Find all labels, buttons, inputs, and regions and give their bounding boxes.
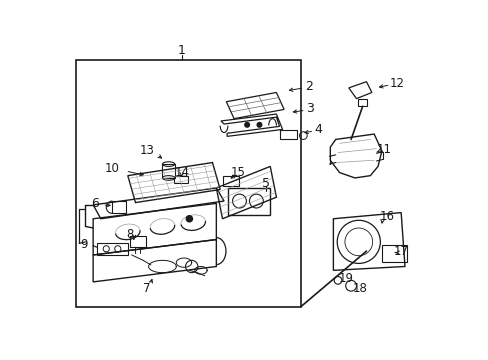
Bar (174, 176, 187, 183)
Text: 16: 16 (379, 210, 394, 223)
Text: 1: 1 (178, 44, 185, 57)
Text: 19: 19 (338, 271, 352, 284)
Text: 4: 4 (314, 123, 322, 136)
Text: 3: 3 (305, 102, 314, 115)
Text: 10: 10 (105, 162, 120, 175)
Text: 9: 9 (80, 238, 87, 251)
Bar (76, 60, 301, 306)
Text: 17: 17 (393, 244, 408, 258)
Text: 11: 11 (376, 143, 391, 156)
Bar (280, 130, 297, 139)
Circle shape (257, 122, 261, 127)
Text: 2: 2 (304, 80, 312, 93)
Text: 5: 5 (262, 177, 270, 190)
Bar (357, 99, 366, 106)
Bar (381, 245, 406, 262)
Text: 18: 18 (352, 282, 367, 294)
Text: 15: 15 (230, 166, 245, 179)
Bar (97, 243, 127, 255)
Bar (222, 176, 239, 186)
Text: 6: 6 (91, 197, 99, 210)
Text: 13: 13 (140, 144, 154, 157)
Bar (130, 237, 145, 247)
Text: 14: 14 (174, 166, 189, 179)
Bar (162, 164, 174, 178)
Text: 8: 8 (126, 228, 134, 240)
Bar (112, 201, 126, 213)
Circle shape (244, 122, 249, 127)
Text: 12: 12 (389, 77, 404, 90)
Circle shape (186, 216, 192, 222)
Bar (227, 188, 270, 215)
Text: 7: 7 (143, 282, 150, 294)
